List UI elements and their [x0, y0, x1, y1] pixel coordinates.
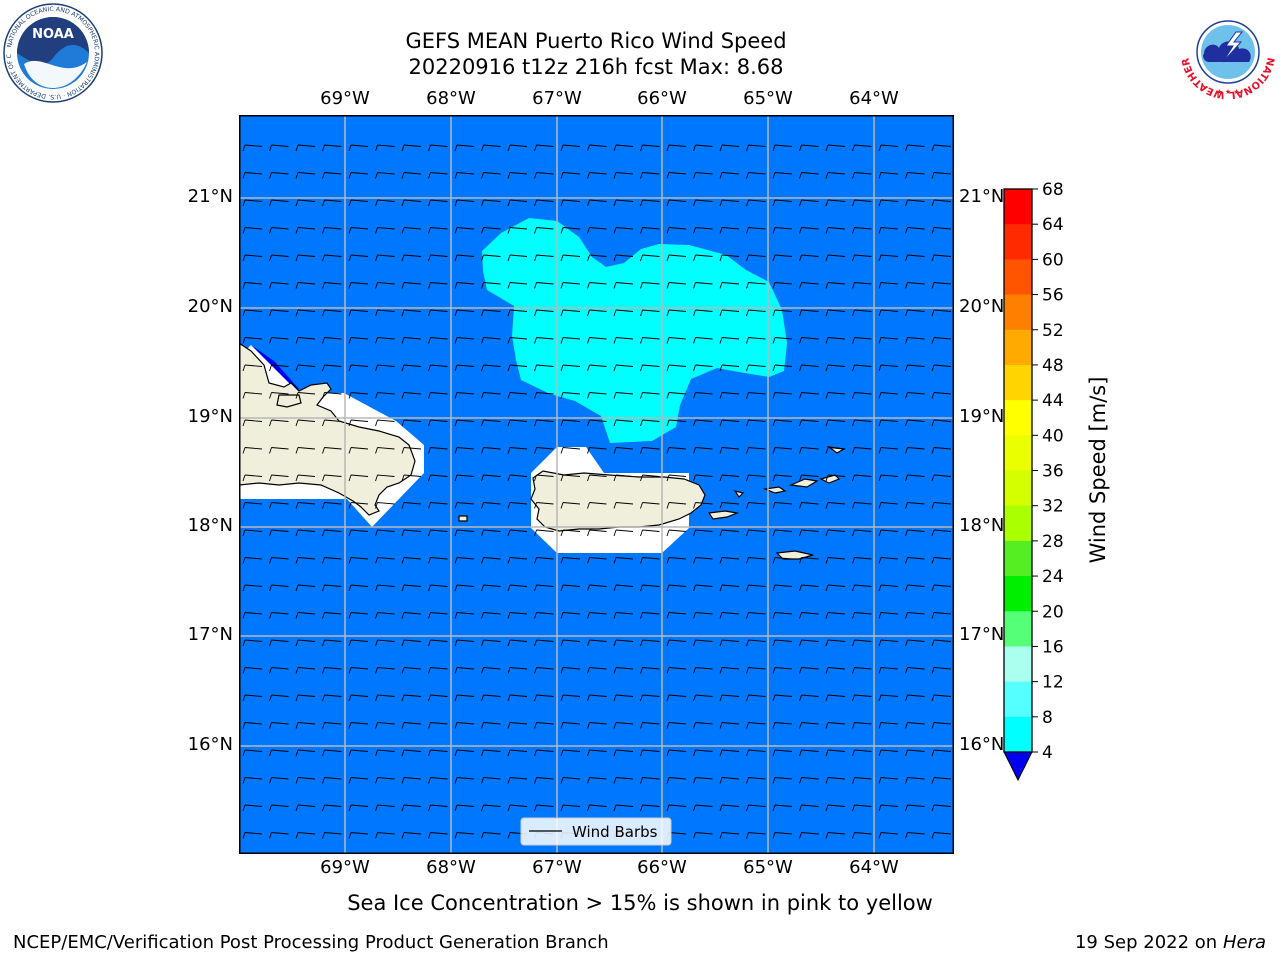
vieques-island [707, 510, 740, 520]
longitude-label: 68°W [426, 88, 476, 109]
hispaniola-islet [276, 394, 302, 408]
map-grid [239, 115, 954, 854]
colorbar-band [1004, 576, 1032, 612]
chart-subtitle: 20220916 t12z 216h fcst Max: 8.68 [408, 55, 784, 79]
colorbar-tick-label: 60 [1042, 250, 1064, 270]
latitude-label: 17°N [187, 624, 233, 645]
colorbar-tick-label: 48 [1042, 356, 1064, 376]
longitude-label: 69°W [320, 857, 370, 878]
footer-date: 19 Sep 2022 on Hera [1075, 932, 1266, 953]
hispaniola-land [239, 342, 416, 516]
mona-island [458, 515, 468, 522]
colorbar-tick-label: 24 [1042, 567, 1064, 587]
colorbar-tick-label: 4 [1042, 743, 1053, 763]
chart-title: GEFS MEAN Puerto Rico Wind Speed [405, 29, 787, 53]
longitude-label: 68°W [426, 857, 476, 878]
longitude-label: 66°W [637, 88, 687, 109]
colorbar-tick-label: 56 [1042, 286, 1064, 306]
longitude-label: 65°W [743, 857, 793, 878]
latitude-label: 20°N [959, 296, 1005, 317]
latitude-label: 19°N [959, 406, 1005, 427]
colorbar-band [1004, 716, 1032, 753]
longitude-label: 67°W [532, 857, 582, 878]
colorbar-tick-label: 64 [1042, 215, 1064, 235]
map-frame [239, 115, 954, 854]
colorbar-tick-label: 32 [1042, 497, 1064, 517]
colorbar-ticks: 68 64 60 56 52 48 44 40 36 32 28 24 20 16 12 8 4 [1032, 180, 1064, 763]
map-panel: Wind Barbs [239, 115, 954, 854]
colorbar-under-triangle [1003, 751, 1033, 782]
colorbar-band [1004, 611, 1032, 647]
colorbar-band [1004, 540, 1032, 577]
latitude-label: 18°N [187, 515, 233, 536]
colorbar-band [1004, 681, 1032, 718]
colorbar-band [1004, 646, 1032, 683]
colorbar-band [1004, 435, 1032, 471]
colorbar-band [1004, 400, 1032, 436]
latitude-label: 18°N [959, 515, 1005, 536]
colorbar-band [1004, 224, 1032, 260]
wind-speed-region-8-12 [482, 218, 787, 443]
svg-text:★ ★ ★: ★ ★ ★ [1216, 88, 1239, 96]
colorbar-band [1004, 259, 1032, 296]
noaa-logo-icon: NATIONAL OCEANIC AND ATMOSPHERIC ADMINIS… [2, 2, 103, 103]
latitude-label: 16°N [187, 734, 233, 755]
colorbar-band [1004, 505, 1032, 542]
colorbar-tick-label: 68 [1042, 180, 1064, 200]
colorbar-band [1004, 329, 1032, 366]
colorbar-tick-label: 44 [1042, 391, 1064, 411]
map-legend: Wind Barbs [520, 817, 672, 846]
longitude-label: 66°W [637, 857, 687, 878]
colorbar-tick-label: 40 [1042, 426, 1064, 446]
colorbar-tick-label: 36 [1042, 462, 1064, 482]
colorbar-bands [1004, 189, 1032, 753]
longitude-label: 64°W [849, 88, 899, 109]
sea-ice-note: Sea Ice Concentration > 15% is shown in … [347, 891, 933, 915]
latitude-label: 19°N [187, 406, 233, 427]
footer-host: Hera [1222, 932, 1266, 953]
legend-label: Wind Barbs [572, 823, 658, 841]
colorbar-band [1004, 364, 1032, 401]
svg-text:NOAA: NOAA [32, 27, 74, 42]
longitude-label: 65°W [743, 88, 793, 109]
latitude-label: 20°N [187, 296, 233, 317]
colorbar-tick-label: 20 [1042, 602, 1064, 622]
longitude-label: 69°W [320, 88, 370, 109]
longitude-label: 64°W [849, 857, 899, 878]
longitude-label: 67°W [532, 88, 582, 109]
colorbar-band [1004, 470, 1032, 507]
colorbar-band [1004, 294, 1032, 331]
colorbar-tick-label: 52 [1042, 321, 1064, 341]
colorbar-label: Wind Speed [m/s] [1086, 377, 1110, 564]
colorbar-tick-label: 8 [1042, 708, 1053, 728]
latitude-label: 21°N [187, 186, 233, 207]
wind-barbs [242, 144, 952, 839]
colorbar-tick-label: 12 [1042, 673, 1064, 693]
nws-logo-icon: NATIONAL WEATHER SERVICE ★ ★ ★ [1178, 2, 1276, 100]
colorbar-tick-label: 16 [1042, 637, 1064, 657]
colorbar: 68 64 60 56 52 48 44 40 36 32 28 24 20 16 12 8 4 Wind Sp… [1003, 180, 1110, 782]
colorbar-tick-label: 28 [1042, 532, 1064, 552]
latitude-label: 16°N [959, 734, 1005, 755]
footer-credit: NCEP/EMC/Verification Post Processing Pr… [13, 932, 609, 953]
virgin-islands [733, 446, 846, 560]
latitude-label: 21°N [959, 186, 1005, 207]
footer-date-text: 19 Sep 2022 on [1074, 932, 1218, 953]
latitude-label: 17°N [959, 624, 1005, 645]
colorbar-band [1004, 189, 1032, 225]
